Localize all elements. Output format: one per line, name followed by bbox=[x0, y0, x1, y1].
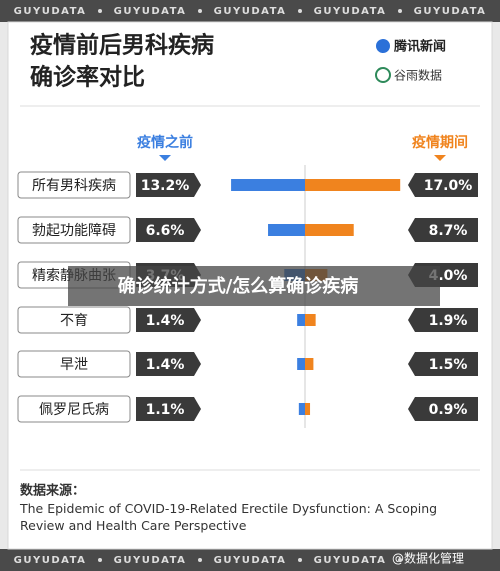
value-pill bbox=[136, 173, 201, 197]
chart-title: 疫情前后男科疾病 bbox=[30, 32, 214, 59]
value-label: 1.4% bbox=[146, 313, 185, 329]
category-label: 不育 bbox=[60, 313, 88, 329]
category-box bbox=[17, 216, 131, 244]
source-label: 数据来源： bbox=[20, 483, 85, 499]
watermark-dot bbox=[198, 558, 202, 562]
watermark: GUYUDATA bbox=[114, 6, 187, 17]
value-pill bbox=[408, 218, 478, 242]
watermark: GUYUDATA bbox=[14, 6, 87, 17]
bar bbox=[305, 314, 316, 326]
bar bbox=[268, 224, 305, 236]
overlay-caption: 确诊统计方式/怎么算确诊疾病 bbox=[118, 275, 359, 297]
watermark: GUYUDATA bbox=[414, 6, 487, 17]
legend-label: 疫情期间 bbox=[412, 134, 468, 151]
bar bbox=[305, 358, 314, 370]
logo-icon bbox=[376, 39, 390, 53]
watermark-dot bbox=[298, 9, 302, 13]
category-box bbox=[17, 171, 131, 199]
watermark: GUYUDATA bbox=[114, 555, 187, 566]
value-label: 6.6% bbox=[146, 223, 185, 239]
value-pill bbox=[136, 397, 201, 421]
watermark: GUYUDATA bbox=[314, 6, 387, 17]
category-box bbox=[17, 395, 131, 423]
bar bbox=[298, 403, 305, 415]
source: The Epidemic of COVID-19-Related Erectil… bbox=[20, 501, 438, 533]
value-label: 1.9% bbox=[429, 313, 468, 329]
value-label: 1.5% bbox=[429, 357, 468, 373]
bar bbox=[305, 224, 354, 236]
credit: @数据化管理 bbox=[392, 551, 464, 566]
logo: 腾讯新闻 bbox=[393, 39, 446, 55]
category-label: 勃起功能障碍 bbox=[32, 223, 116, 239]
legend-arrow bbox=[434, 155, 446, 161]
watermark-dot bbox=[98, 9, 102, 13]
category-label: 早泄 bbox=[60, 357, 88, 373]
watermark: GUYUDATA bbox=[214, 555, 287, 566]
value-label: 8.7% bbox=[429, 223, 468, 239]
value-pill bbox=[408, 397, 478, 421]
value-pill bbox=[408, 308, 478, 332]
value-pill bbox=[136, 308, 201, 332]
watermark: GUYUDATA bbox=[14, 555, 87, 566]
top-stripe bbox=[0, 0, 500, 22]
category-label: 佩罗尼氏病 bbox=[39, 402, 109, 418]
bar bbox=[297, 358, 305, 370]
category-box bbox=[17, 350, 131, 378]
category-label: 所有男科疾病 bbox=[32, 178, 116, 194]
watermark-dot bbox=[398, 558, 402, 562]
bar bbox=[305, 179, 401, 191]
value-label: 1.1% bbox=[146, 402, 185, 418]
legend-arrow bbox=[159, 155, 171, 161]
value-pill bbox=[408, 352, 478, 376]
value-pill bbox=[136, 352, 201, 376]
watermark: GUYUDATA bbox=[314, 555, 387, 566]
bar bbox=[231, 179, 305, 191]
bar bbox=[305, 403, 311, 415]
watermark-dot bbox=[398, 9, 402, 13]
watermark-dot bbox=[198, 9, 202, 13]
value-label: 0.9% bbox=[429, 402, 468, 418]
logo: 谷雨数据 bbox=[394, 68, 442, 83]
watermark-dot bbox=[98, 558, 102, 562]
watermark: GUYUDATA bbox=[214, 6, 287, 17]
value-label: 1.4% bbox=[146, 357, 185, 373]
value-label: 17.0% bbox=[424, 178, 473, 194]
bar bbox=[297, 314, 305, 326]
category-box bbox=[17, 306, 131, 334]
logo-icon bbox=[375, 67, 391, 83]
chart-title: 确诊率对比 bbox=[30, 64, 145, 91]
value-label: 13.2% bbox=[141, 178, 190, 194]
watermark-dot bbox=[298, 558, 302, 562]
overlay bbox=[68, 266, 440, 306]
value-pill bbox=[136, 218, 201, 242]
legend-label: 疫情之前 bbox=[137, 134, 193, 151]
value-pill bbox=[408, 173, 478, 197]
bottom-stripe bbox=[0, 549, 500, 571]
